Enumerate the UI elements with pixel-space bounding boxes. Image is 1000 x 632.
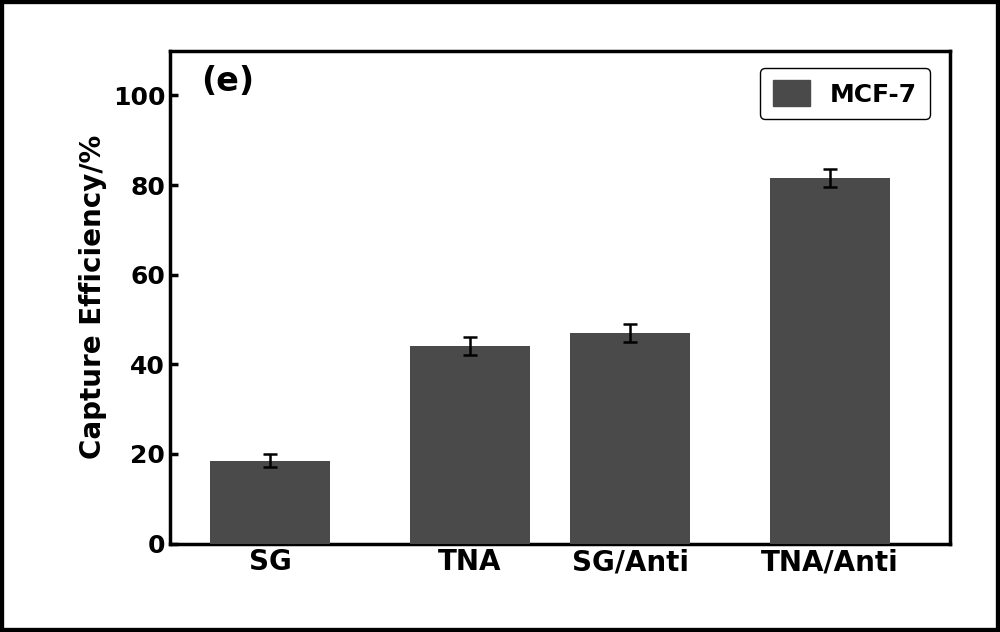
- Legend: MCF-7: MCF-7: [760, 68, 930, 119]
- Bar: [410, 346, 530, 544]
- Bar: [770, 178, 890, 544]
- Bar: [210, 461, 330, 544]
- Bar: [570, 333, 690, 544]
- Text: (e): (e): [201, 65, 254, 99]
- Y-axis label: Capture Efficiency/%: Capture Efficiency/%: [79, 135, 107, 459]
